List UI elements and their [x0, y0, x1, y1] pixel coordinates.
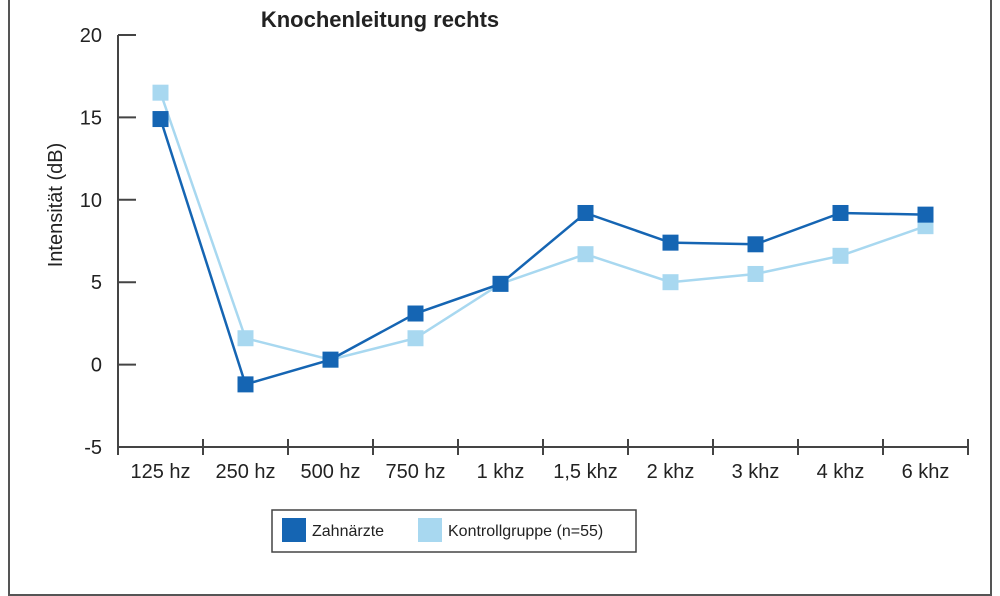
y-tick-label: 5: [91, 272, 102, 294]
x-tick-label: 4 khz: [817, 461, 865, 483]
data-point: [747, 236, 764, 253]
series-line: [159, 92, 926, 361]
data-point: [662, 234, 679, 251]
x-tick-label: 3 khz: [732, 461, 780, 483]
x-tick-label: 125 hz: [130, 461, 190, 483]
legend-swatch: [282, 518, 306, 542]
data-point: [577, 204, 594, 221]
legend-box: [271, 509, 637, 553]
chart-title: Knochenleitung rechts: [261, 7, 499, 32]
legend-label: Zahnärzte: [312, 523, 384, 540]
data-point: [747, 265, 764, 282]
x-tick-label: 2 khz: [647, 461, 695, 483]
line-chart: Knochenleitung rechts Intensität (dB) 20…: [45, 7, 969, 553]
data-point: [577, 246, 594, 263]
data-point: [832, 247, 849, 264]
legend: Zahnärzte Kontrollgruppe (n=55): [271, 509, 637, 553]
x-tick-label: 750 hz: [385, 461, 445, 483]
x-tick-label: 250 hz: [215, 461, 275, 483]
legend-label: Kontrollgruppe (n=55): [448, 523, 603, 540]
y-axis-label: Intensität (dB): [45, 143, 67, 268]
data-point: [662, 274, 679, 291]
data-point: [237, 376, 254, 393]
data-point: [322, 351, 339, 368]
series-line: [159, 118, 926, 386]
legend-swatch: [418, 518, 442, 542]
data-point: [832, 204, 849, 221]
data-point: [237, 330, 254, 347]
data-point: [407, 330, 424, 347]
axes: 20 15 10 5 0 -5 125 hz 250 hz 500 hz 750 hz 1 khz 1…: [80, 25, 969, 483]
series-layer: [152, 84, 934, 393]
x-tick-label: 1 khz: [477, 461, 525, 483]
data-point: [152, 111, 169, 128]
data-point: [152, 84, 169, 101]
y-tick-label: 15: [80, 107, 102, 129]
y-tick-label: 20: [80, 25, 102, 47]
x-tick-label: 500 hz: [300, 461, 360, 483]
data-point: [917, 206, 934, 223]
data-point: [492, 275, 509, 292]
y-tick-label: 0: [91, 355, 102, 377]
x-tick-label: 1,5 khz: [553, 461, 617, 483]
x-tick-label: 6 khz: [902, 461, 950, 483]
y-tick-label: -5: [84, 437, 102, 459]
y-tick-label: 10: [80, 190, 102, 212]
data-point: [407, 305, 424, 322]
